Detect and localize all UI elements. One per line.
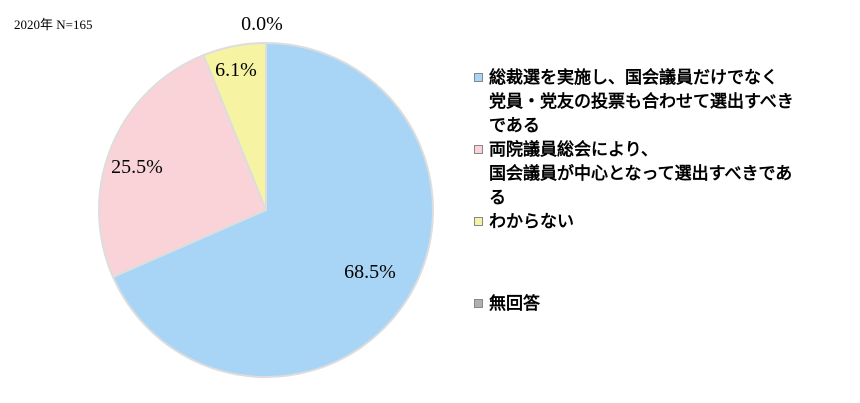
data-label-0: 68.5% — [344, 261, 396, 283]
legend-label: わからない — [489, 212, 574, 232]
legend-item-1: 両院議員総会により、 国会議員が中心となって選出すべきであ る — [472, 138, 852, 210]
legend-item-0: 総裁選を実施し、国会議員だけでなく 党員・党友の投票も合わせて選出すべき である — [472, 66, 852, 138]
legend-swatch — [474, 299, 483, 308]
legend-item-3: 無回答 — [472, 292, 852, 316]
pie-slice-1 — [98, 53, 268, 279]
legend-label: 両院議員総会により、 国会議員が中心となって選出すべきであ る — [489, 140, 793, 208]
legend: 総裁選を実施し、国会議員だけでなく 党員・党友の投票も合わせて選出すべき である… — [472, 66, 852, 316]
pie-slice-0 — [111, 41, 434, 378]
pie-slice-2 — [202, 41, 267, 211]
legend-label: 総裁選を実施し、国会議員だけでなく 党員・党友の投票も合わせて選出すべき である — [489, 68, 794, 136]
legend-item-2: わからない — [472, 210, 852, 234]
data-label-3: 0.0% — [241, 13, 283, 35]
data-label-1: 25.5% — [111, 156, 163, 178]
legend-swatch — [474, 73, 483, 82]
data-label-2: 6.1% — [215, 59, 257, 81]
sample-note: 2020年 N=165 — [14, 17, 93, 32]
legend-label: 無回答 — [489, 294, 540, 314]
legend-swatch — [474, 145, 483, 154]
legend-swatch — [474, 217, 483, 226]
